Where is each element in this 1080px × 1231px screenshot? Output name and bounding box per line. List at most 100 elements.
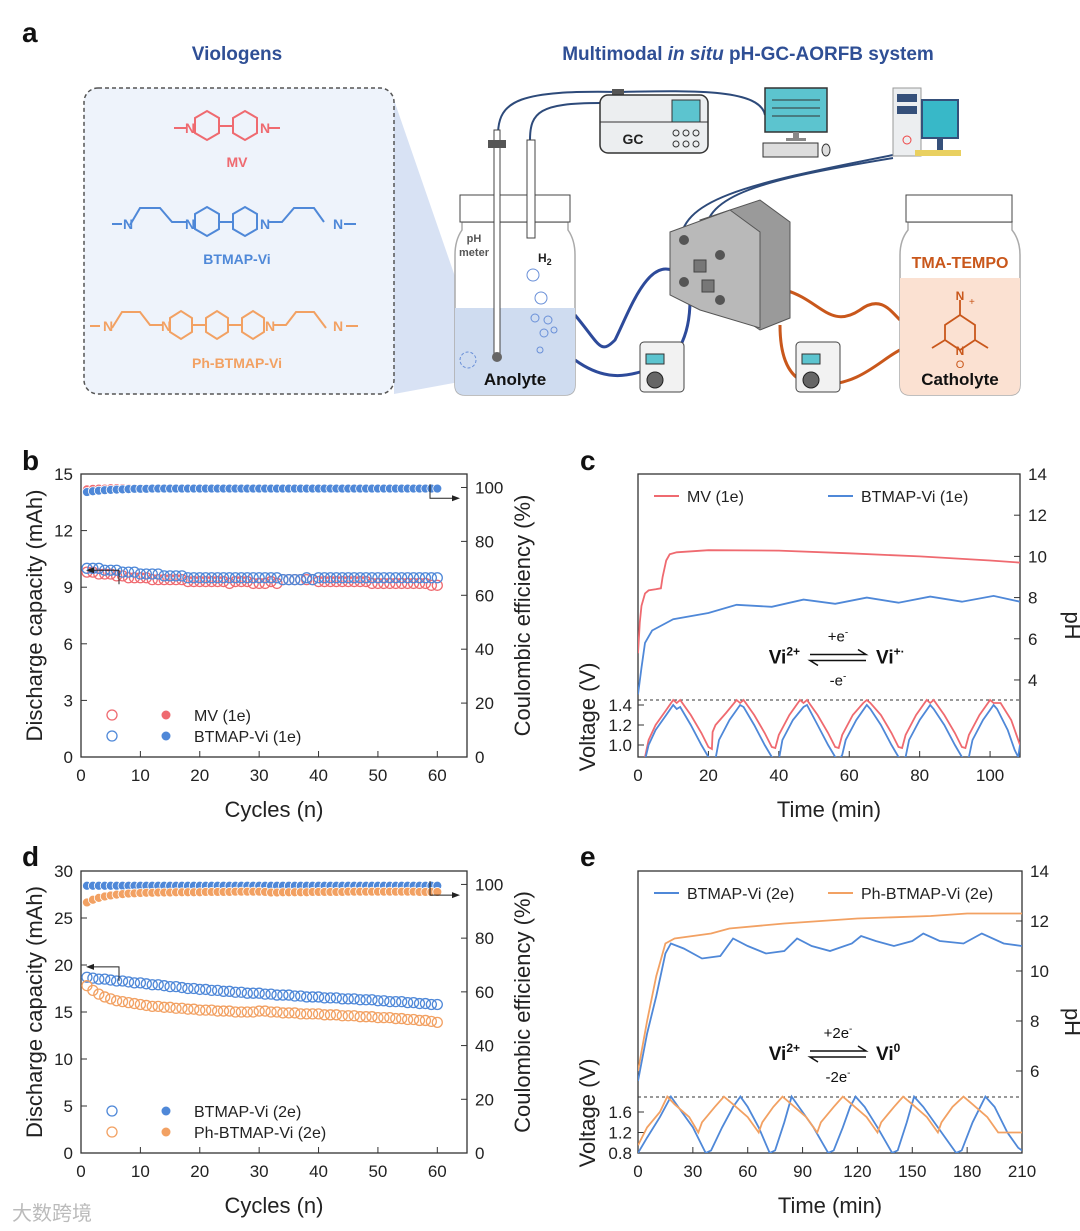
y-left-tick-label: 1.6: [608, 1103, 632, 1122]
data-point: [188, 575, 200, 588]
data-point: [419, 572, 432, 584]
reaction-product-base: Vi: [876, 648, 894, 669]
molecule-ph-btmap-vi: [90, 309, 358, 341]
data-point: [128, 997, 141, 1010]
y-left-tick-label: 20: [54, 956, 73, 975]
legend-marker-filled: [161, 731, 171, 741]
pyridinium-ring-icon: [194, 109, 220, 142]
y-left-tick-label: 1.2: [608, 716, 632, 735]
left-axis-arrow-icon: [92, 569, 120, 585]
data-point: [229, 986, 242, 998]
series-line-btmap-vi-1e-: [638, 594, 1020, 695]
reaction-reactant: Vi2+: [769, 645, 800, 669]
data-point: [366, 1011, 378, 1023]
system-title-pre: Multimodal: [562, 44, 668, 65]
data-point: [413, 997, 426, 1010]
y-left-tick-label: 25: [54, 909, 73, 928]
reaction-forward-base: +2e: [824, 1025, 849, 1042]
forward-arrow-icon: [810, 648, 869, 656]
data-point: [324, 1009, 337, 1021]
data-point: [194, 1004, 206, 1016]
data-point: [372, 1011, 384, 1024]
anolyte-bottle: [454, 129, 576, 396]
data-point: [312, 991, 325, 1003]
y-right-tick-label: 14: [1030, 862, 1049, 881]
data-point: [431, 572, 443, 584]
data-point: [330, 992, 343, 1004]
data-point: [188, 572, 200, 584]
data-point: [372, 572, 384, 584]
catholyte-bottle: [899, 194, 1021, 396]
data-point: [301, 572, 313, 584]
y-right-tick-label: 12: [1030, 912, 1049, 931]
x-tick-label: 90: [793, 1162, 812, 1181]
y-right-tick-label: 8: [1030, 1012, 1039, 1031]
data-point: [354, 575, 366, 588]
data-point: [271, 572, 283, 584]
y-left-tick-label: 3: [64, 691, 73, 710]
catholyte-pump-icon: [795, 341, 841, 393]
data-point: [217, 572, 230, 584]
data-point: [223, 572, 236, 584]
data-point: [348, 572, 360, 584]
data-point: [419, 1014, 432, 1027]
data-point: [122, 996, 135, 1009]
data-point: [158, 980, 170, 992]
y-right-tick-label: 4: [1028, 671, 1037, 690]
data-point: [217, 575, 230, 588]
reaction-reverse-sup: -: [843, 672, 846, 683]
data-point: [378, 1011, 390, 1024]
reaction-reactant-charge: 2+: [786, 1041, 800, 1055]
x-tick-label: 0: [633, 1162, 642, 1181]
y-left-tick-label: 15: [54, 1003, 73, 1022]
panel-a: a Viologens Multimodal in situ pH-GC-AOR…: [22, 17, 1021, 396]
legend-label: BTMAP-Vi (2e): [687, 886, 794, 903]
legend-marker-open: [106, 709, 118, 721]
series-line-btmap-vi-2e-voltage: [638, 1094, 1022, 1153]
panel-label-d: d: [22, 841, 39, 872]
legend-label: BTMAP-Vi (1e): [861, 489, 968, 506]
y-right-tick-label: 14: [1028, 465, 1047, 484]
h2-label-main: H: [538, 251, 547, 265]
ph-n-left: N: [103, 318, 113, 334]
data-point: [324, 992, 337, 1004]
data-point: [384, 996, 396, 1008]
data-point: [253, 572, 265, 584]
data-point: [134, 977, 147, 989]
reaction-product-base: Vi: [876, 1044, 894, 1065]
data-point: [188, 1003, 200, 1015]
flow-cell-stack: [669, 199, 791, 331]
data-point: [330, 575, 343, 588]
data-point: [401, 996, 414, 1009]
series-line-btmap-vi-2e-: [638, 932, 1022, 1082]
reaction-reverse-label: -e-: [830, 672, 847, 690]
data-point: [188, 982, 200, 995]
tempo-o: O: [956, 359, 965, 371]
data-point: [217, 1005, 230, 1017]
data-point: [295, 574, 307, 586]
x-tick-label: 40: [769, 766, 788, 785]
data-point: [229, 1006, 242, 1018]
data-point: [170, 980, 182, 993]
tubes: [573, 267, 902, 387]
data-point: [312, 575, 325, 588]
data-point: [158, 570, 170, 582]
y-left-tick-label: 0: [64, 748, 73, 767]
y-left-axis-title: Discharge capacity (mAh): [22, 886, 47, 1138]
x-tick-label: 0: [633, 766, 642, 785]
legend-marker-open: [106, 1126, 118, 1138]
data-point: [312, 1008, 325, 1020]
reaction-reactant: Vi2+: [769, 1041, 800, 1065]
catholyte-label: Catholyte: [921, 370, 998, 389]
data-point: [146, 979, 158, 991]
data-point: [176, 574, 188, 586]
data-point: [384, 1011, 396, 1024]
system-title-post: pH-GC-AORFB system: [724, 44, 934, 65]
data-point: [99, 973, 111, 985]
data-point: [122, 572, 135, 584]
data-point: [182, 982, 194, 995]
y-right-tick-label: 80: [475, 929, 494, 948]
data-point: [200, 572, 212, 584]
ph-meter-label-2: meter: [459, 247, 490, 259]
data-point: [110, 975, 123, 987]
